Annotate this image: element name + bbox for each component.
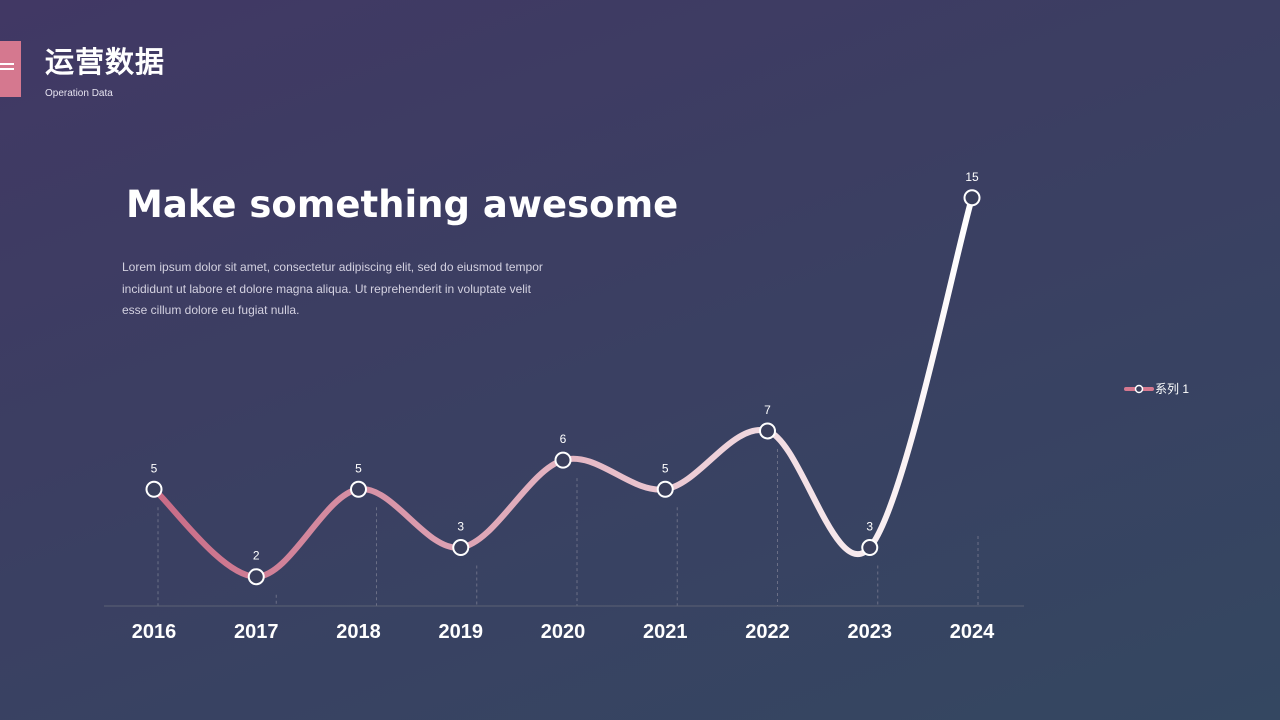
legend-label: 系列 1	[1155, 382, 1189, 396]
data-label: 15	[965, 170, 979, 184]
body-line: Lorem ipsum dolor sit amet, consectetur …	[122, 260, 543, 274]
legend: 系列 1	[1124, 382, 1189, 396]
data-label: 5	[355, 461, 362, 475]
x-tick-label: 2021	[643, 621, 688, 643]
x-tick-label: 2024	[950, 621, 995, 643]
data-label: 3	[866, 520, 873, 534]
data-label: 5	[151, 461, 158, 475]
menu-icon[interactable]	[0, 63, 14, 73]
data-point-marker	[452, 539, 470, 557]
data-point-marker	[145, 480, 163, 498]
data-point-marker	[247, 568, 265, 586]
data-label: 3	[457, 520, 464, 534]
x-tick-label: 2023	[848, 621, 893, 643]
legend-swatch-marker	[1134, 384, 1144, 394]
data-points	[145, 189, 981, 586]
data-label: 6	[560, 432, 567, 446]
x-tick-label: 2016	[132, 621, 177, 643]
page-subtitle: Operation Data	[45, 88, 113, 99]
x-tick-label: 2017	[234, 621, 279, 643]
data-label: 5	[662, 461, 669, 475]
series-line	[151, 194, 975, 580]
x-axis-labels: 2016 2017 2018 2019 2020 2021 2022 2023 2024	[132, 621, 995, 643]
headline: Make something awesome	[126, 183, 679, 226]
body-line: incididunt ut labore et dolore magna ali…	[122, 281, 531, 296]
data-label: 2	[253, 549, 260, 563]
x-tick-label: 2018	[336, 621, 381, 643]
body-text: Lorem ipsum dolor sit amet, consectetur …	[122, 257, 592, 322]
data-point-marker	[861, 539, 879, 557]
data-point-marker	[963, 189, 981, 207]
gridlines	[157, 448, 979, 606]
data-labels: 5 2 5 3 6 5 7 3 15	[151, 170, 979, 563]
x-tick-label: 2022	[745, 621, 790, 643]
data-point-marker	[554, 451, 572, 469]
data-label: 7	[764, 403, 771, 417]
data-point-marker	[759, 422, 776, 440]
x-tick-label: 2020	[541, 621, 586, 643]
data-point-marker	[350, 480, 367, 498]
page-title: 运营数据	[45, 45, 166, 79]
body-line: esse cillum dolore eu fugiat nulla.	[122, 303, 300, 317]
data-point-marker	[656, 480, 674, 498]
x-tick-label: 2019	[439, 621, 484, 643]
